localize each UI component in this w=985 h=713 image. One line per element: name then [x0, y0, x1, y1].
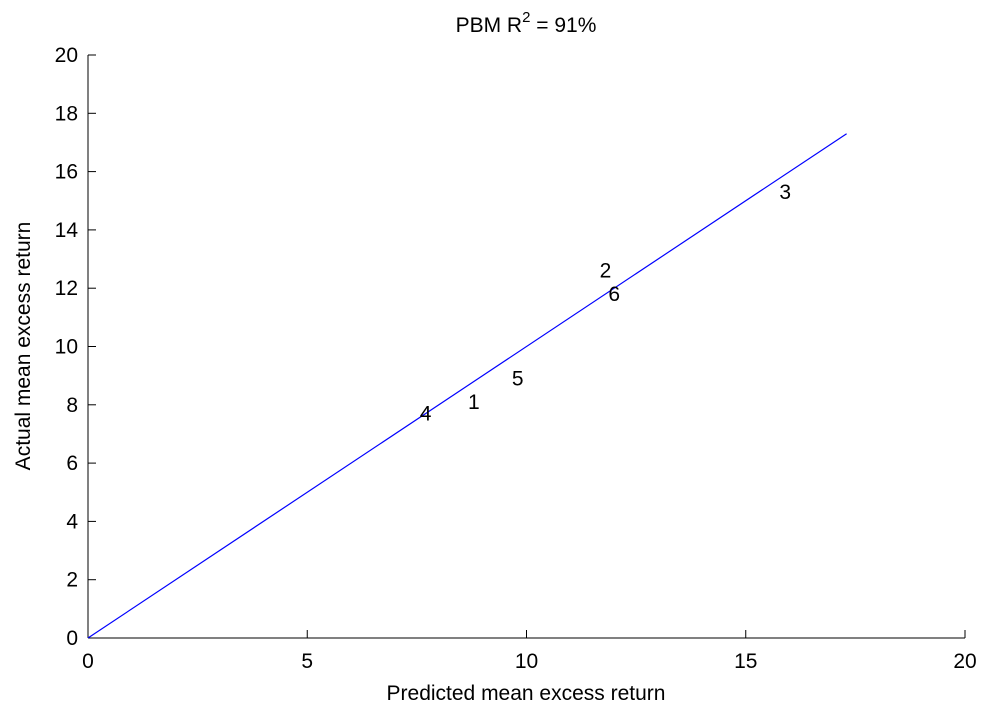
y-tick-label: 14 — [55, 219, 79, 242]
y-tick-label: 0 — [66, 627, 78, 650]
y-tick-label: 10 — [55, 336, 78, 359]
data-point-label: 2 — [600, 260, 612, 283]
data-point-label: 3 — [779, 181, 791, 204]
chart-title-suffix: = 91% — [530, 14, 596, 37]
data-point-label: 6 — [608, 283, 620, 306]
x-axis-label: Predicted mean excess return — [387, 682, 666, 705]
data-point-label: 4 — [420, 403, 432, 426]
y-tick-label: 2 — [66, 569, 78, 592]
y-tick-label: 12 — [55, 277, 78, 300]
chart-title-prefix: PBM R — [456, 14, 523, 37]
chart-title-superscript: 2 — [522, 9, 530, 26]
fit-line — [87, 133, 847, 639]
chart-title: PBM R2 = 91% — [456, 9, 597, 37]
y-tick-label: 6 — [66, 452, 78, 475]
x-axis-ticks: 0 5 10 15 20 — [82, 630, 977, 673]
x-tick-label: 0 — [82, 650, 94, 673]
y-tick-label: 4 — [66, 510, 78, 533]
x-tick-label: 20 — [953, 650, 976, 673]
data-point-label: 1 — [468, 391, 480, 414]
y-tick-label: 18 — [55, 102, 78, 125]
x-tick-label: 15 — [734, 650, 757, 673]
data-series: 1 2 3 4 5 6 — [87, 133, 847, 639]
y-tick-label: 8 — [66, 394, 78, 417]
y-tick-label: 20 — [55, 44, 78, 67]
y-tick-label: 16 — [55, 161, 78, 184]
x-tick-label: 10 — [515, 650, 538, 673]
y-axis-ticks: 0 2 4 6 8 10 12 14 16 18 20 — [55, 44, 96, 650]
y-axis-label: Actual mean excess return — [12, 222, 35, 471]
data-point-label: 5 — [512, 368, 524, 391]
x-tick-label: 5 — [301, 650, 313, 673]
